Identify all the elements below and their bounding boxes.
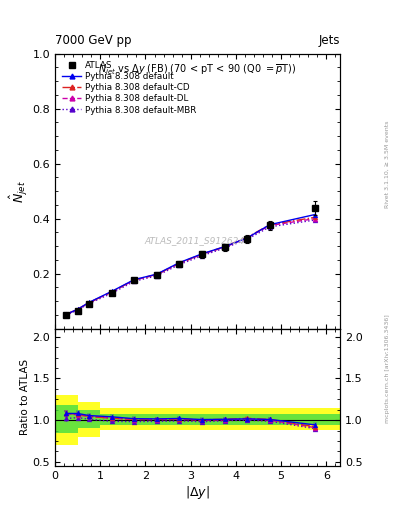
X-axis label: $|\Delta y|$: $|\Delta y|$ (185, 483, 210, 501)
Text: 7000 GeV pp: 7000 GeV pp (55, 34, 132, 47)
Text: Jets: Jets (318, 34, 340, 47)
Text: Rivet 3.1.10, ≥ 3.5M events: Rivet 3.1.10, ≥ 3.5M events (385, 120, 390, 207)
Y-axis label: Ratio to ATLAS: Ratio to ATLAS (20, 359, 29, 435)
Text: $N_{jet}$ vs $\Delta y$ (FB) (70 < pT < 90 (Q0 $=\overline{p}$T)): $N_{jet}$ vs $\Delta y$ (FB) (70 < pT < … (98, 62, 297, 77)
Legend: ATLAS, Pythia 8.308 default, Pythia 8.308 default-CD, Pythia 8.308 default-DL, P: ATLAS, Pythia 8.308 default, Pythia 8.30… (59, 58, 199, 117)
Text: mcplots.cern.ch [arXiv:1306.3436]: mcplots.cern.ch [arXiv:1306.3436] (385, 314, 390, 423)
Text: ATLAS_2011_S9126244: ATLAS_2011_S9126244 (145, 236, 250, 245)
Y-axis label: $\hat{N}_{jet}$: $\hat{N}_{jet}$ (7, 180, 29, 203)
